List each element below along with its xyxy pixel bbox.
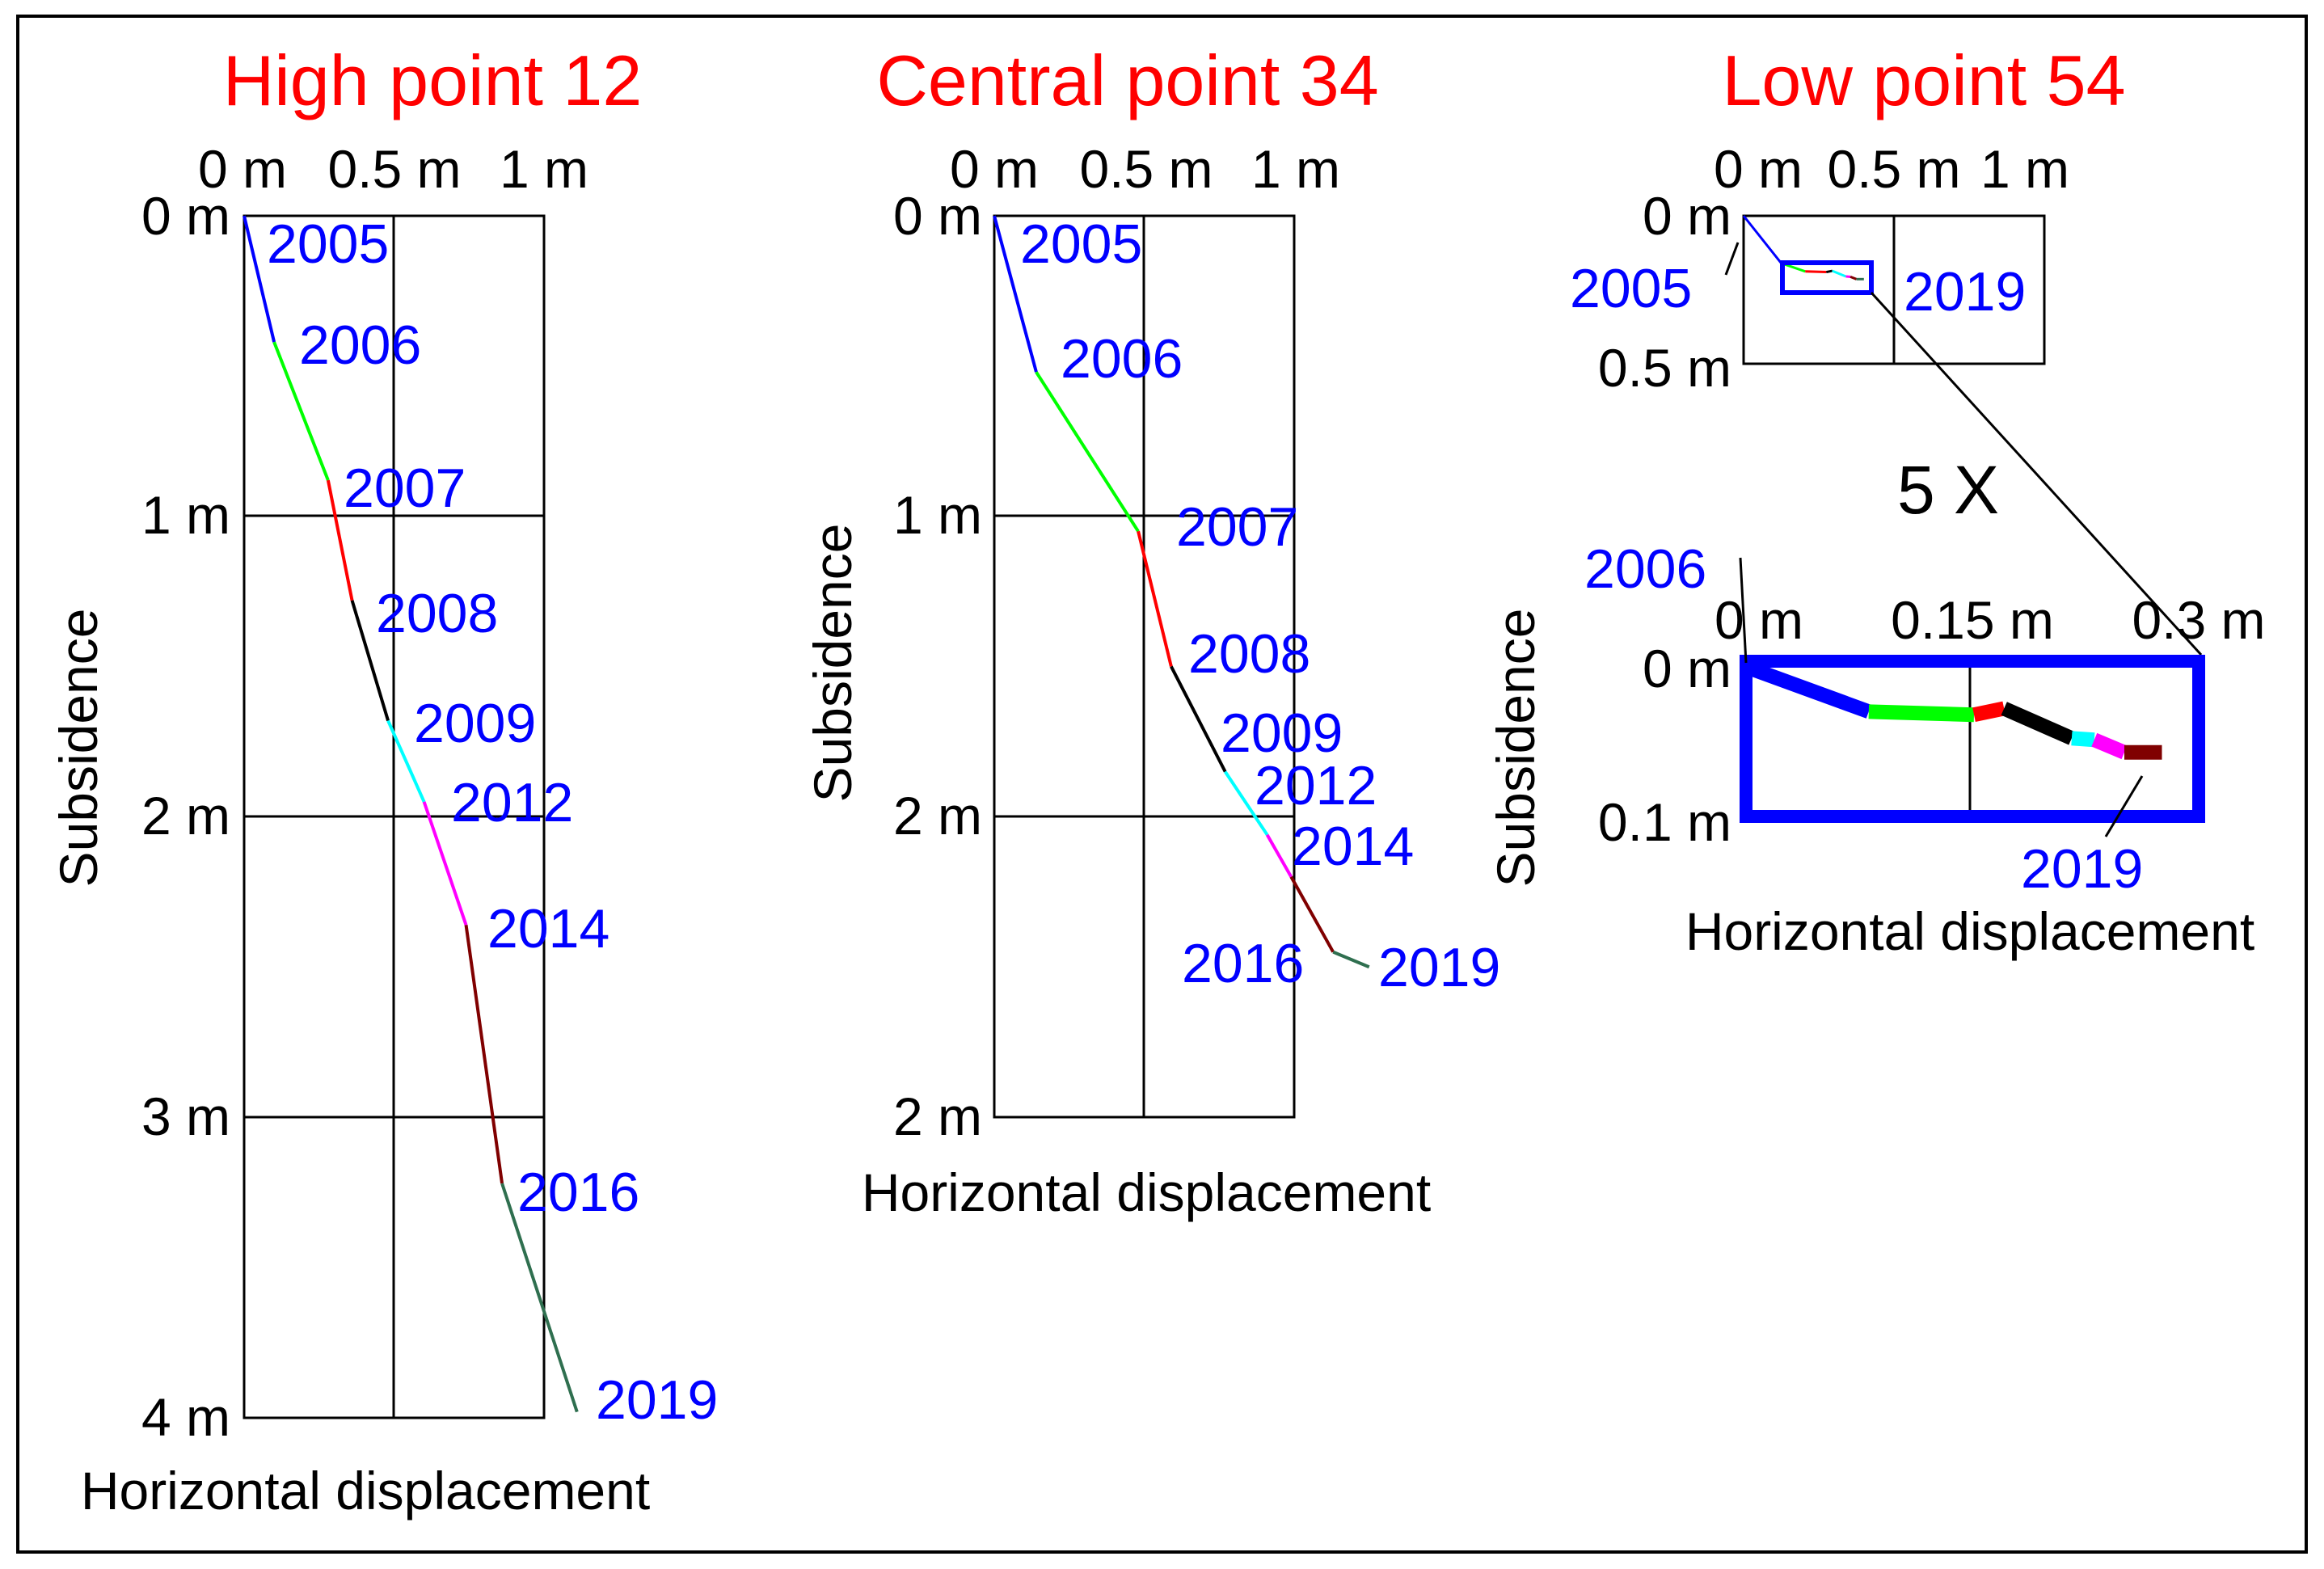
trajectory-line [993, 215, 1370, 969]
figure-border [16, 15, 2308, 1554]
trajectory-segment-2009-2012 [1224, 770, 1269, 836]
chart-central-point: Central point 34 0 m 0.5 m 1 m 0 m 1 m 2… [803, 40, 1500, 1222]
connector-line [1870, 291, 2203, 656]
x-tick-label: 1 m [1251, 139, 1340, 199]
trajectory-segment-2009-2012 [2001, 702, 2075, 745]
y-tick-label: 2 m [893, 1086, 982, 1146]
y-tick-label: 0 m [1643, 639, 1731, 698]
y-tick-label: 4 m [141, 1387, 230, 1447]
chart-title: High point 12 [223, 40, 643, 120]
zoom-region-box [1780, 260, 1874, 295]
year-label: 2005 [1570, 258, 1692, 319]
year-label: 2019 [1378, 937, 1500, 998]
x-tick-label: 0 m [1714, 139, 1803, 199]
year-label: 2014 [1292, 816, 1414, 877]
inset-trajectory-line [1745, 660, 2162, 760]
trajectory-segment-2009-2012 [386, 719, 426, 803]
year-label: 2006 [299, 314, 421, 376]
year-label: 2007 [1176, 496, 1298, 558]
year-label: 2009 [414, 693, 536, 754]
leader-line [1739, 557, 1748, 664]
year-label: 2005 [1020, 213, 1142, 275]
x-tick-label: 1 m [500, 139, 588, 199]
y-tick-label: 0.1 m [1598, 792, 1731, 852]
chart-high-point: High point 12 0 m 0.5 m 1 m 0 m 1 m 2 m … [49, 40, 718, 1520]
x-tick-label: 0.5 m [1827, 139, 1960, 199]
trajectory-segment-2007-2008 [1137, 530, 1173, 668]
y-tick-label: 2 m [893, 786, 982, 846]
y-tick-label: 1 m [893, 485, 982, 545]
year-label: 2005 [267, 213, 389, 275]
year-label: 2006 [1061, 328, 1183, 390]
inset-frame [1740, 655, 2205, 823]
year-label: 2016 [1182, 933, 1304, 994]
x-tick-label: 0.5 m [327, 139, 461, 199]
trajectory-line [1742, 215, 1864, 280]
y-tick-label: 3 m [141, 1086, 230, 1146]
year-label: 2014 [487, 898, 609, 960]
y-tick-label: 0 m [141, 186, 230, 246]
trajectory-segment-2009-2012 [1832, 269, 1847, 278]
year-label: 2012 [451, 772, 573, 833]
year-label: 2016 [517, 1162, 639, 1223]
x-axis-label: Horizontal displacement [81, 1461, 650, 1520]
magnification-label: 5 X [1897, 452, 1999, 528]
y-tick-label: 2 m [141, 786, 230, 846]
trajectory-segment-2012-2014 [2071, 731, 2095, 748]
trajectory-segment-2008-2009 [1826, 269, 1833, 274]
trajectory-segment-2006-2007 [1745, 660, 1871, 719]
year-label: 2019 [1904, 261, 2026, 323]
trajectory-segment-2016-2019 [1332, 950, 1370, 969]
chart-title: Central point 34 [876, 40, 1378, 120]
trajectory-line [243, 215, 579, 1413]
trajectory-segment-2012-2014 [1265, 833, 1293, 878]
trajectory-segment-2006-2007 [1035, 371, 1140, 533]
x-tick-label: 0.15 m [1891, 590, 2054, 650]
trajectory-segment-2007-2008 [326, 479, 354, 601]
year-label: 2009 [1221, 702, 1343, 764]
x-tick-label: 0 m [1715, 590, 1803, 650]
year-label: 2012 [1255, 755, 1377, 816]
x-tick-label: 1 m [1980, 139, 2069, 199]
y-tick-label: 1 m [141, 485, 230, 545]
year-label: 2007 [344, 458, 466, 519]
year-label: 2008 [1188, 623, 1310, 685]
x-tick-label: 0 m [950, 139, 1039, 199]
trajectory-segment-2007-2008 [1868, 704, 1975, 723]
leader-line [1724, 242, 1740, 276]
year-label: 2019 [2021, 838, 2143, 900]
trajectory-segment-2006-2007 [272, 341, 330, 481]
y-axis-label: Subsidence [49, 609, 108, 888]
y-tick-label: 0 m [893, 186, 982, 246]
trajectory-segment-2014-2016 [2091, 732, 2128, 760]
chart-low-point: Low point 54 0 m 0.5 m 1 m 0 m 0.5 m 200… [1486, 40, 2266, 961]
trajectory-segment-2005-2006 [1742, 215, 1782, 264]
trajectory-segment-2016-2019 [500, 1183, 579, 1413]
x-tick-label: 0 m [198, 139, 287, 199]
y-axis-label: Subsidence [803, 524, 863, 803]
chart-title: Low point 54 [1722, 40, 2125, 120]
trajectory-segment-2008-2009 [1170, 665, 1227, 773]
x-axis-label: Horizontal displacement [862, 1162, 1431, 1222]
trajectory-segment-2014-2016 [1849, 276, 1858, 280]
trajectory-segment-2014-2016 [464, 925, 504, 1184]
trajectory-segment-2008-2009 [350, 600, 390, 722]
x-tick-label: 0.3 m [2132, 590, 2265, 650]
y-tick-label: 0.5 m [1598, 338, 1731, 398]
trajectory-segment-2014-2016 [1289, 875, 1335, 953]
x-tick-label: 0.5 m [1079, 139, 1213, 199]
trajectory-segment-2005-2006 [993, 215, 1038, 373]
trajectory-segment-2005-2006 [243, 215, 276, 343]
leader-line [2104, 775, 2144, 837]
year-label: 2008 [376, 583, 498, 644]
x-axis-label: Horizontal displacement [1685, 901, 2254, 961]
year-label: 2006 [1584, 538, 1706, 600]
trajectory-segment-2008-2009 [1972, 701, 2006, 723]
y-tick-label: 0 m [1643, 186, 1731, 246]
year-label: 2019 [596, 1369, 718, 1431]
y-axis-label: Subsidence [1486, 609, 1546, 888]
trajectory-segment-2012-2014 [422, 801, 468, 926]
